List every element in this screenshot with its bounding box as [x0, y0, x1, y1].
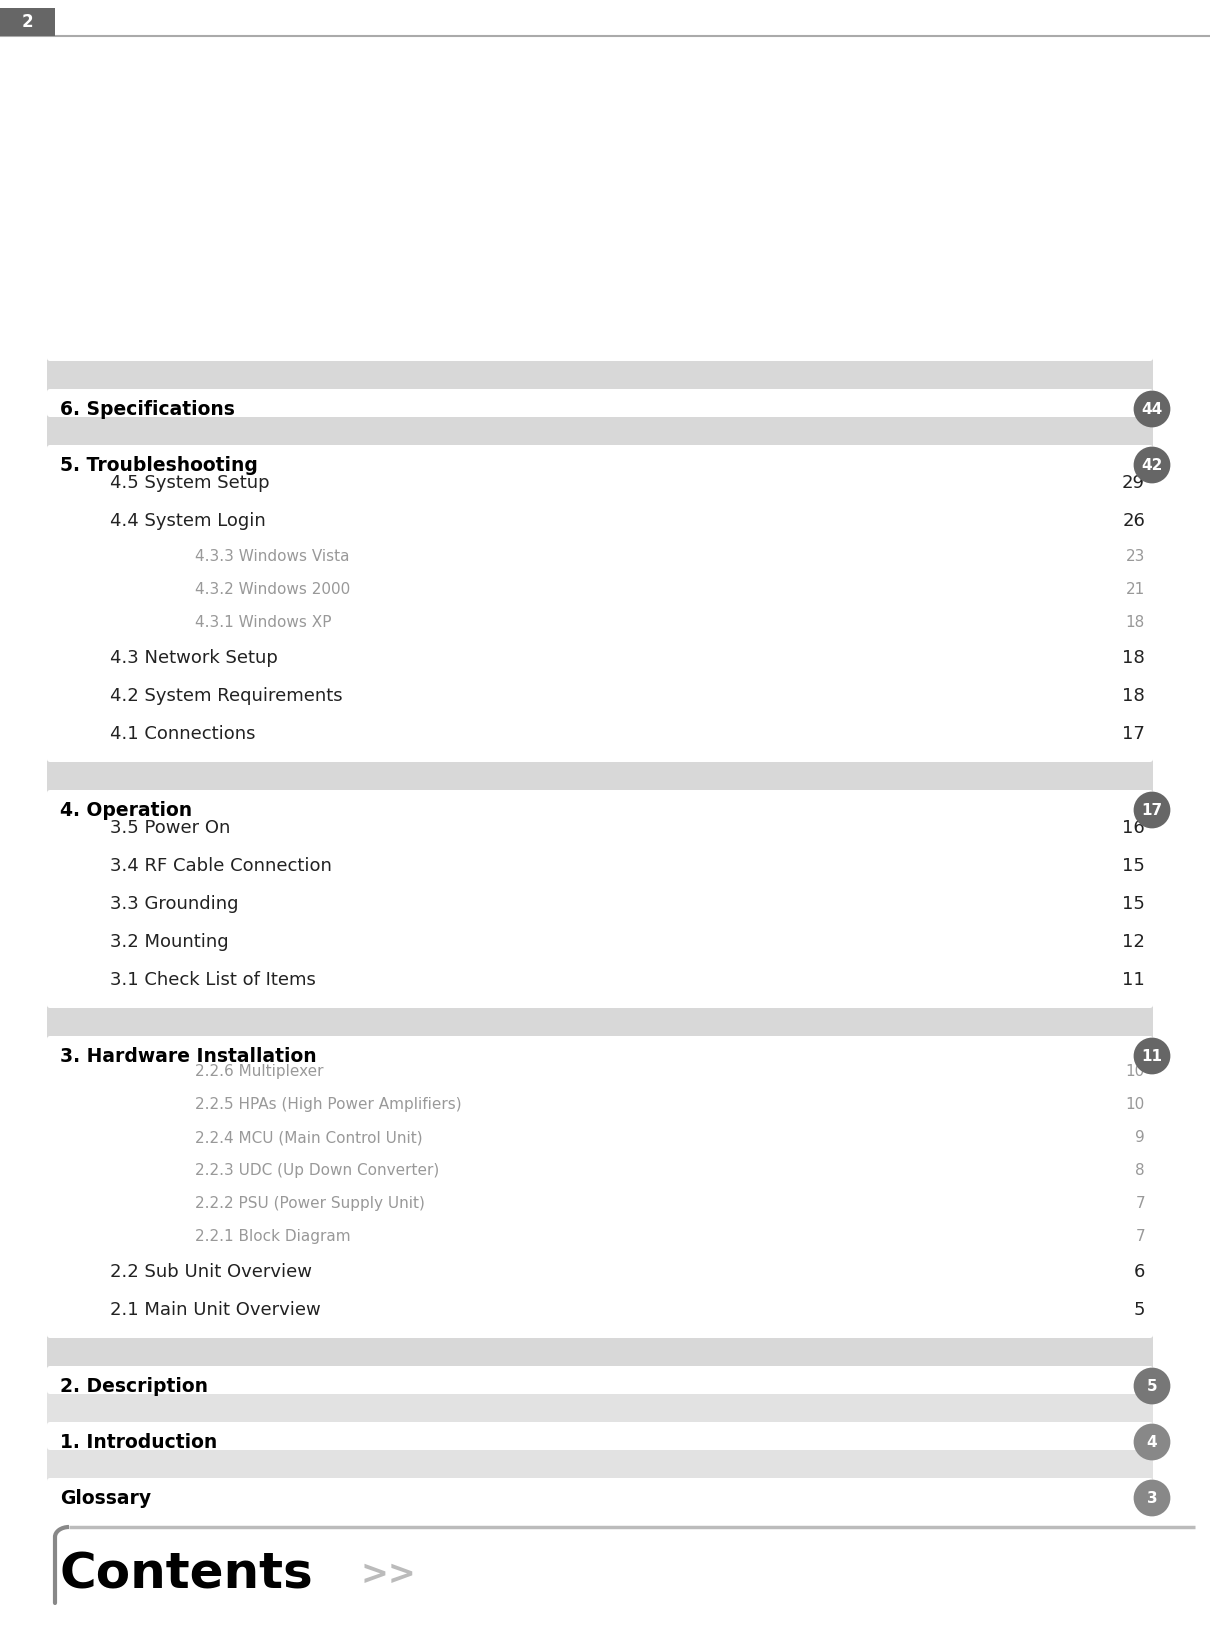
Text: 4.2 System Requirements: 4.2 System Requirements	[110, 688, 342, 706]
FancyBboxPatch shape	[47, 1335, 1153, 1369]
Text: 23: 23	[1125, 550, 1145, 564]
Circle shape	[1134, 1039, 1170, 1073]
Text: 3. Hardware Installation: 3. Hardware Installation	[60, 1047, 317, 1065]
Text: 21: 21	[1125, 582, 1145, 597]
Text: 26: 26	[1122, 512, 1145, 530]
Text: 7: 7	[1135, 1197, 1145, 1211]
Text: 2.2.1 Block Diagram: 2.2.1 Block Diagram	[195, 1229, 351, 1244]
Text: 3.4 RF Cable Connection: 3.4 RF Cable Connection	[110, 857, 332, 875]
FancyBboxPatch shape	[47, 1390, 1153, 1424]
Text: 4.3.2 Windows 2000: 4.3.2 Windows 2000	[195, 582, 350, 597]
Text: 2.2.3 UDC (Up Down Converter): 2.2.3 UDC (Up Down Converter)	[195, 1163, 439, 1177]
Text: 17: 17	[1141, 803, 1163, 818]
Text: 3.5 Power On: 3.5 Power On	[110, 820, 230, 837]
Text: 10: 10	[1125, 1063, 1145, 1080]
FancyBboxPatch shape	[47, 1005, 1153, 1039]
Text: 3.1 Check List of Items: 3.1 Check List of Items	[110, 971, 316, 989]
Text: 10: 10	[1125, 1098, 1145, 1112]
Text: 12: 12	[1122, 933, 1145, 951]
Text: Contents: Contents	[60, 1551, 313, 1598]
FancyBboxPatch shape	[47, 415, 1153, 449]
Text: 4. Operation: 4. Operation	[60, 800, 192, 820]
Text: 2.2 Sub Unit Overview: 2.2 Sub Unit Overview	[110, 1263, 312, 1281]
Text: 2.1 Main Unit Overview: 2.1 Main Unit Overview	[110, 1301, 321, 1319]
Circle shape	[1134, 1369, 1170, 1403]
Text: 29: 29	[1122, 475, 1145, 493]
Text: 4.3 Network Setup: 4.3 Network Setup	[110, 649, 278, 667]
Text: 2: 2	[22, 13, 34, 31]
FancyBboxPatch shape	[47, 358, 1153, 392]
Circle shape	[1134, 392, 1170, 426]
FancyBboxPatch shape	[47, 759, 1153, 793]
Text: 2.2.5 HPAs (High Power Amplifiers): 2.2.5 HPAs (High Power Amplifiers)	[195, 1098, 462, 1112]
Text: 6: 6	[1134, 1263, 1145, 1281]
Text: 11: 11	[1141, 1049, 1163, 1063]
Text: 18: 18	[1122, 649, 1145, 667]
Text: 4.1 Connections: 4.1 Connections	[110, 725, 255, 743]
Text: 5: 5	[1134, 1301, 1145, 1319]
Text: 6. Specifications: 6. Specifications	[60, 400, 235, 418]
Text: >>: >>	[361, 1558, 416, 1590]
Text: 17: 17	[1122, 725, 1145, 743]
Text: 18: 18	[1122, 688, 1145, 706]
Text: 15: 15	[1122, 857, 1145, 875]
Circle shape	[1134, 792, 1170, 828]
Circle shape	[1134, 1424, 1170, 1460]
Text: 7: 7	[1135, 1229, 1145, 1244]
Text: 4.3.1 Windows XP: 4.3.1 Windows XP	[195, 615, 332, 629]
Text: 15: 15	[1122, 894, 1145, 914]
Text: 16: 16	[1122, 820, 1145, 837]
Text: 2. Description: 2. Description	[60, 1377, 208, 1395]
Text: 11: 11	[1122, 971, 1145, 989]
Text: 2.2.6 Multiplexer: 2.2.6 Multiplexer	[195, 1063, 323, 1080]
Text: 4.3.3 Windows Vista: 4.3.3 Windows Vista	[195, 550, 350, 564]
Text: 3.2 Mounting: 3.2 Mounting	[110, 933, 229, 951]
Text: Glossary: Glossary	[60, 1488, 151, 1507]
Text: 2.2.4 MCU (Main Control Unit): 2.2.4 MCU (Main Control Unit)	[195, 1130, 422, 1145]
FancyBboxPatch shape	[0, 8, 54, 36]
FancyBboxPatch shape	[47, 1447, 1153, 1481]
Text: 18: 18	[1125, 615, 1145, 629]
Circle shape	[1134, 447, 1170, 483]
Circle shape	[1134, 1480, 1170, 1515]
Text: 2.2.2 PSU (Power Supply Unit): 2.2.2 PSU (Power Supply Unit)	[195, 1197, 425, 1211]
Text: 8: 8	[1135, 1163, 1145, 1177]
Text: 3.3 Grounding: 3.3 Grounding	[110, 894, 238, 914]
Text: 3: 3	[1147, 1491, 1157, 1506]
Text: 4: 4	[1147, 1434, 1157, 1449]
Text: 4.5 System Setup: 4.5 System Setup	[110, 475, 270, 493]
Text: 5: 5	[1147, 1379, 1157, 1393]
Text: 4.4 System Login: 4.4 System Login	[110, 512, 266, 530]
Text: 42: 42	[1141, 457, 1163, 473]
Text: 9: 9	[1135, 1130, 1145, 1145]
Text: 5. Troubleshooting: 5. Troubleshooting	[60, 455, 258, 475]
Text: 44: 44	[1141, 402, 1163, 416]
Text: 1. Introduction: 1. Introduction	[60, 1433, 218, 1452]
